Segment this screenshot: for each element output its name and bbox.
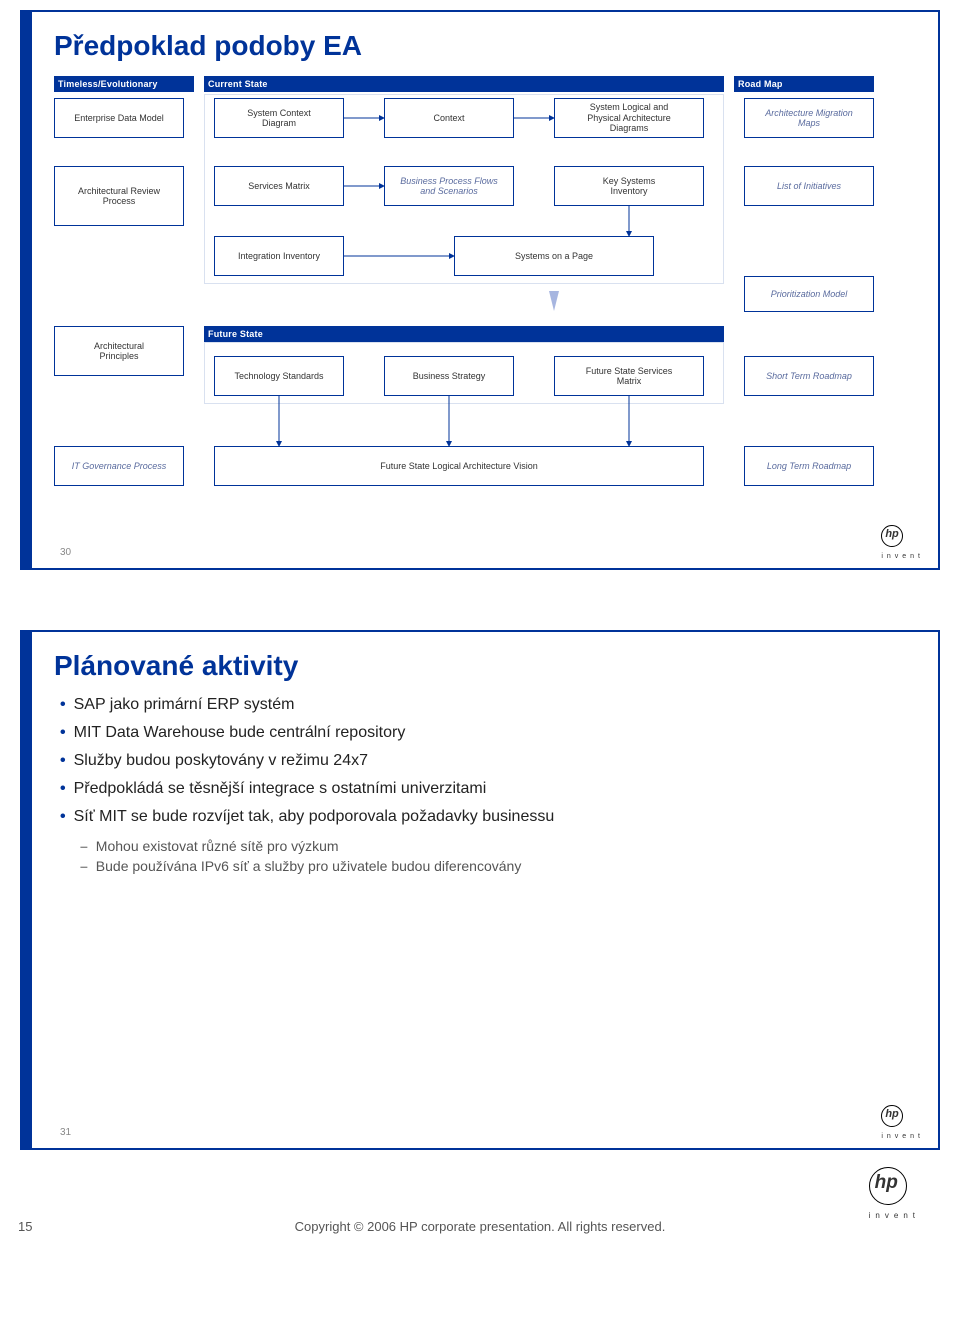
box-loi: List of Initiatives bbox=[744, 166, 874, 206]
ea-diagram: Timeless/Evolutionary Current State Road… bbox=[54, 76, 916, 536]
hp-invent-text: invent bbox=[881, 1133, 924, 1140]
box-ltrm: Long Term Roadmap bbox=[744, 446, 874, 486]
box-ap: ArchitecturalPrinciples bbox=[54, 326, 184, 376]
slide2-sub-bullets: Mohou existovat různé sítě pro výzkum Bu… bbox=[54, 838, 916, 874]
sub-bullet-1: Mohou existovat různé sítě pro výzkum bbox=[80, 838, 916, 854]
bullet-4: Předpokládá se těsnější integrace s osta… bbox=[60, 780, 916, 798]
footer-copyright: Copyright © 2006 HP corporate presentati… bbox=[0, 1219, 960, 1234]
hdr-current: Current State bbox=[204, 76, 724, 92]
hdr-timeless: Timeless/Evolutionary bbox=[54, 76, 194, 92]
hdr-future: Future State bbox=[204, 326, 724, 342]
hp-logo-icon bbox=[881, 525, 903, 547]
box-edm: Enterprise Data Model bbox=[54, 98, 184, 138]
group-current-state bbox=[204, 94, 724, 284]
bullet-5: Síť MIT se bude rozvíjet tak, aby podpor… bbox=[60, 808, 916, 826]
slide1-num: 30 bbox=[60, 547, 71, 558]
slide2-title: Plánované aktivity bbox=[54, 650, 916, 682]
slide2-bullets: SAP jako primární ERP systém MIT Data Wa… bbox=[54, 696, 916, 826]
slide-planned-activities: Plánované aktivity SAP jako primární ERP… bbox=[20, 630, 940, 1150]
slide2-num: 31 bbox=[60, 1127, 71, 1138]
bullet-1: SAP jako primární ERP systém bbox=[60, 696, 916, 714]
hp-logo-icon bbox=[869, 1167, 907, 1205]
hp-logo-icon bbox=[881, 1105, 903, 1127]
box-igp: IT Governance Process bbox=[54, 446, 184, 486]
sub-bullet-2: Bude používána IPv6 síť a služby pro uži… bbox=[80, 858, 916, 874]
box-strm: Short Term Roadmap bbox=[744, 356, 874, 396]
hp-logo-page: invent bbox=[869, 1167, 920, 1220]
box-amm: Architecture MigrationMaps bbox=[744, 98, 874, 138]
box-arp: Architectural ReviewProcess bbox=[54, 166, 184, 226]
hp-invent-text: invent bbox=[881, 553, 924, 560]
box-fslav: Future State Logical Architecture Vision bbox=[214, 446, 704, 486]
slide1-title: Předpoklad podoby EA bbox=[54, 30, 916, 62]
hdr-roadmap: Road Map bbox=[734, 76, 874, 92]
bullet-2: MIT Data Warehouse bude centrální reposi… bbox=[60, 724, 916, 742]
bullet-3: Služby budou poskytovány v režimu 24x7 bbox=[60, 752, 916, 770]
box-pm: Prioritization Model bbox=[744, 276, 874, 312]
hp-logo-slide1: invent bbox=[881, 525, 924, 560]
group-future-state bbox=[204, 342, 724, 404]
slide-ea-diagram: Předpoklad podoby EA Timeless/Evolutiona… bbox=[20, 10, 940, 570]
hp-invent-text: invent bbox=[869, 1211, 920, 1220]
hp-logo-slide2: invent bbox=[881, 1105, 924, 1140]
